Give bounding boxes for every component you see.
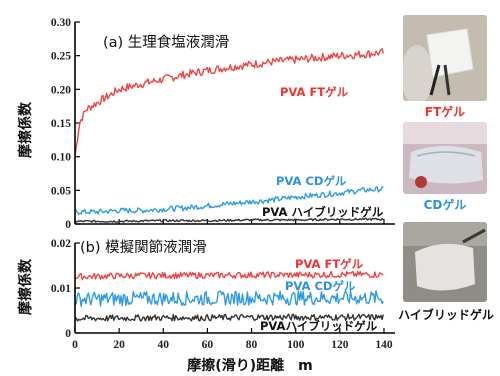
panel-a-ytick-label: 0.15 (51, 118, 71, 130)
panel-b-title: (b) 模擬関節液潤滑 (80, 238, 207, 256)
panel-b-series-ft-line (74, 270, 384, 281)
panel-a-series-cd-label: PVA CDゲル (276, 174, 347, 188)
panel-b-xtick-label: 80 (246, 339, 258, 351)
panel-b-ytick-label: 0.01 (51, 283, 71, 295)
panel-a-ytick-label: 0.25 (51, 51, 71, 63)
panel-b-series-cd-line (74, 290, 384, 307)
x-axis-label: 摩擦(滑り)距離 m (187, 357, 312, 374)
hybrid-gel-photo (403, 222, 487, 302)
panel-a-title: (a) 生理食塩液潤滑 (103, 34, 229, 51)
panel-a-ytick-label: 0.20 (51, 84, 71, 96)
panel-b-series-cd-label: PVA CDゲル (285, 279, 356, 293)
panel-a-ytick-label: 0.10 (51, 152, 71, 164)
panel-a: 摩擦係数 (a) 生理食塩液潤滑 0 0.05 0.10 0.15 0.20 0.25 0.… (17, 17, 395, 231)
panel-a-ytick-label: 0 (65, 219, 71, 231)
panel-b-ylabel: 摩擦係数 (17, 258, 34, 315)
panel-b-xtick-label: 20 (113, 339, 125, 351)
panel-b-xtick-label: 0 (72, 339, 78, 351)
cd-gel-caption: CDゲル (423, 198, 467, 212)
panel-b-xtick-label: 60 (202, 339, 214, 351)
panel-a-ytick-label: 0.05 (51, 185, 71, 197)
panel-a-series-hybrid-line (74, 217, 384, 223)
hybrid-gel-image (403, 222, 487, 302)
ft-gel-image (403, 15, 487, 101)
panel-b-xtick-label: 120 (331, 339, 349, 351)
panel-b-series-ft-label: PVA FTゲル (295, 257, 364, 271)
panel-b-ytick-label: 0 (65, 328, 71, 340)
panel-a-series-cd-line (74, 185, 384, 215)
ft-gel-photo (403, 15, 487, 101)
cd-gel-image (403, 122, 487, 194)
panel-a-series-ft-line (74, 48, 384, 157)
panel-a-series-hybrid-label: PVA ハイブリッドゲル (262, 205, 384, 219)
panel-b-series-hybrid-line (74, 313, 384, 322)
panel-b: 摩擦係数 (b) 模擬関節液潤滑 0 0.01 0.02 0 20 40 60 80 100 12… (17, 238, 395, 374)
hybrid-gel-caption: ハイブリッドゲル (398, 308, 494, 322)
panel-a-ylabel: 摩擦係数 (17, 101, 34, 158)
panel-a-ytick-label: 0.30 (51, 17, 71, 29)
ft-gel-caption: FTゲル (424, 105, 466, 119)
panel-b-xtick-label: 100 (287, 339, 305, 351)
panel-a-series-ft-label: PVA FTゲル (280, 85, 349, 99)
panel-b-ytick-label: 0.02 (51, 238, 71, 250)
panel-b-series-hybrid-label: PVAハイブリッドゲル (260, 319, 378, 333)
panel-b-xtick-label: 140 (375, 339, 393, 351)
cd-gel-photo (403, 122, 487, 194)
panel-b-xtick-label: 40 (158, 339, 170, 351)
